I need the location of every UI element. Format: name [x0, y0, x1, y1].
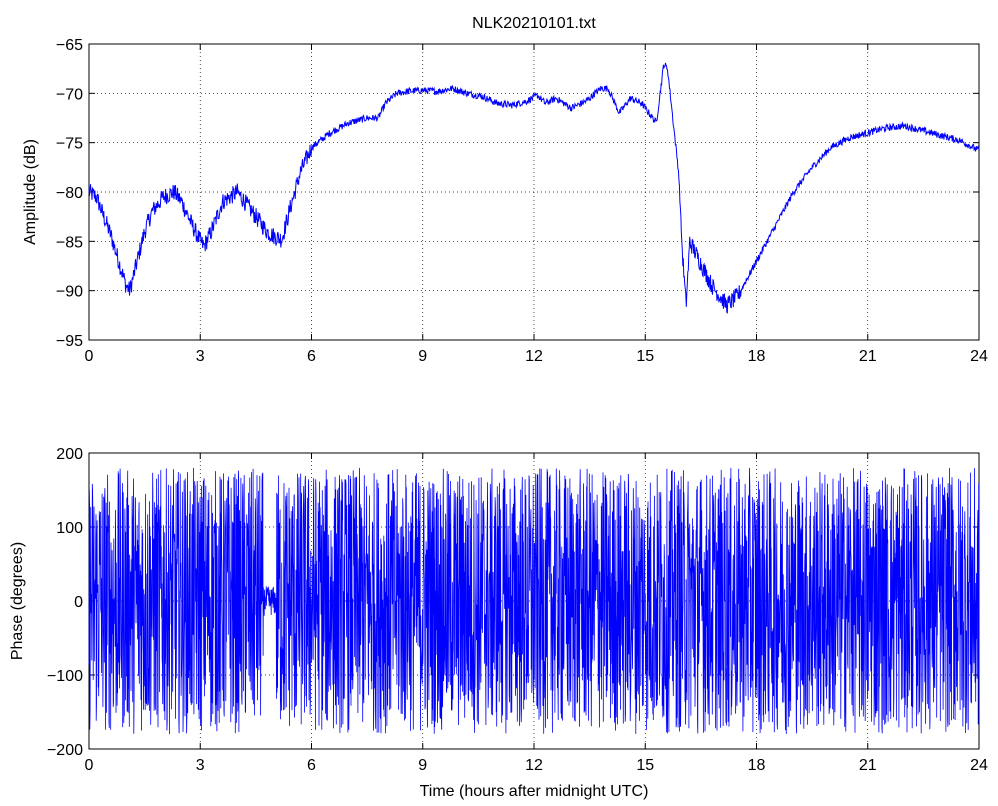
- amplitude-y-tick-label: −90: [56, 284, 83, 301]
- phase-x-axis-label: Time (hours after midnight UTC): [420, 783, 649, 800]
- amplitude-y-tick-label: −85: [56, 234, 83, 251]
- phase-x-ticks: 0 3 6 9 12 15 18 21 24: [85, 453, 988, 774]
- phase-x-tick-label: 21: [859, 757, 877, 774]
- phase-y-tick-label: −200: [47, 742, 83, 759]
- amplitude-y-tick-label: −95: [56, 333, 83, 350]
- amplitude-y-tick-label: −80: [56, 185, 83, 202]
- amplitude-x-tick-label: 18: [748, 348, 766, 365]
- phase-x-tick-label: 18: [748, 757, 766, 774]
- amplitude-x-tick-label: 21: [859, 348, 877, 365]
- phase-plot: 0 3 6 9 12 15 18 21 24 200 100 0 −100 −200 Time (hou…: [9, 446, 988, 800]
- phase-y-tick-label: −100: [47, 668, 83, 685]
- amplitude-y-tick-label: −70: [56, 86, 83, 103]
- amplitude-y-tick-label: −75: [56, 136, 83, 153]
- amplitude-x-tick-label: 6: [307, 348, 316, 365]
- phase-x-tick-label: 3: [196, 757, 205, 774]
- amplitude-y-ticks: −65 −70 −75 −80 −85 −90 −95: [56, 37, 979, 350]
- phase-x-tick-label: 6: [307, 757, 316, 774]
- chart-title: NLK20210101.txt: [472, 15, 596, 32]
- phase-series-line: [88, 467, 980, 735]
- amplitude-x-tick-label: 0: [85, 348, 94, 365]
- amplitude-grid: [89, 44, 979, 340]
- phase-y-tick-label: 200: [56, 446, 83, 463]
- amplitude-x-tick-label: 24: [970, 348, 988, 365]
- phase-y-tick-label: 0: [74, 594, 83, 611]
- amplitude-x-tick-label: 3: [196, 348, 205, 365]
- phase-x-tick-label: 15: [636, 757, 654, 774]
- amplitude-x-tick-label: 9: [418, 348, 427, 365]
- phase-x-tick-label: 24: [970, 757, 988, 774]
- amplitude-series-line: [88, 62, 980, 314]
- phase-y-ticks: 200 100 0 −100 −200: [47, 446, 979, 759]
- amplitude-x-ticks: 0 3 6 9 12 15 18 21 24: [85, 44, 988, 365]
- amplitude-x-tick-label: 12: [525, 348, 543, 365]
- amplitude-y-axis-label: Amplitude (dB): [22, 139, 39, 245]
- phase-x-tick-label: 0: [85, 757, 94, 774]
- phase-x-tick-label: 12: [525, 757, 543, 774]
- amplitude-y-tick-label: −65: [56, 37, 83, 54]
- amplitude-x-tick-label: 15: [636, 348, 654, 365]
- amplitude-plot: NLK20210101.txt 0 3 6 9 12 15 18 21 24 −65 −70 −75…: [22, 15, 988, 365]
- phase-y-tick-label: 100: [56, 520, 83, 537]
- phase-y-axis-label: Phase (degrees): [9, 542, 26, 660]
- phase-x-tick-label: 9: [418, 757, 427, 774]
